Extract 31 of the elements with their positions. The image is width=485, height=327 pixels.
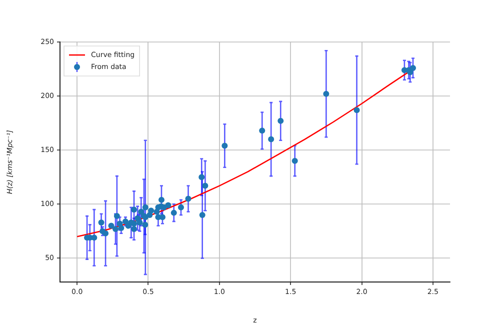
point — [136, 220, 143, 226]
point — [98, 220, 104, 226]
point — [112, 226, 119, 232]
point — [198, 174, 205, 180]
point — [354, 107, 360, 114]
point — [102, 230, 109, 236]
point — [278, 118, 284, 124]
point — [108, 222, 114, 229]
point — [131, 220, 138, 227]
point — [118, 224, 124, 231]
point — [148, 208, 154, 214]
point — [323, 90, 330, 97]
point — [202, 182, 208, 189]
point — [165, 202, 172, 208]
point — [259, 128, 266, 134]
point — [142, 222, 148, 228]
point — [114, 213, 120, 220]
point — [131, 206, 138, 213]
point — [185, 196, 192, 202]
point — [222, 142, 228, 149]
point — [131, 226, 138, 232]
point — [138, 208, 144, 215]
point — [125, 222, 132, 229]
point — [170, 210, 177, 216]
point — [142, 204, 148, 210]
point — [268, 136, 274, 142]
point — [158, 196, 164, 203]
point — [292, 158, 298, 164]
point — [410, 64, 416, 71]
point — [199, 212, 206, 218]
point — [178, 204, 184, 210]
